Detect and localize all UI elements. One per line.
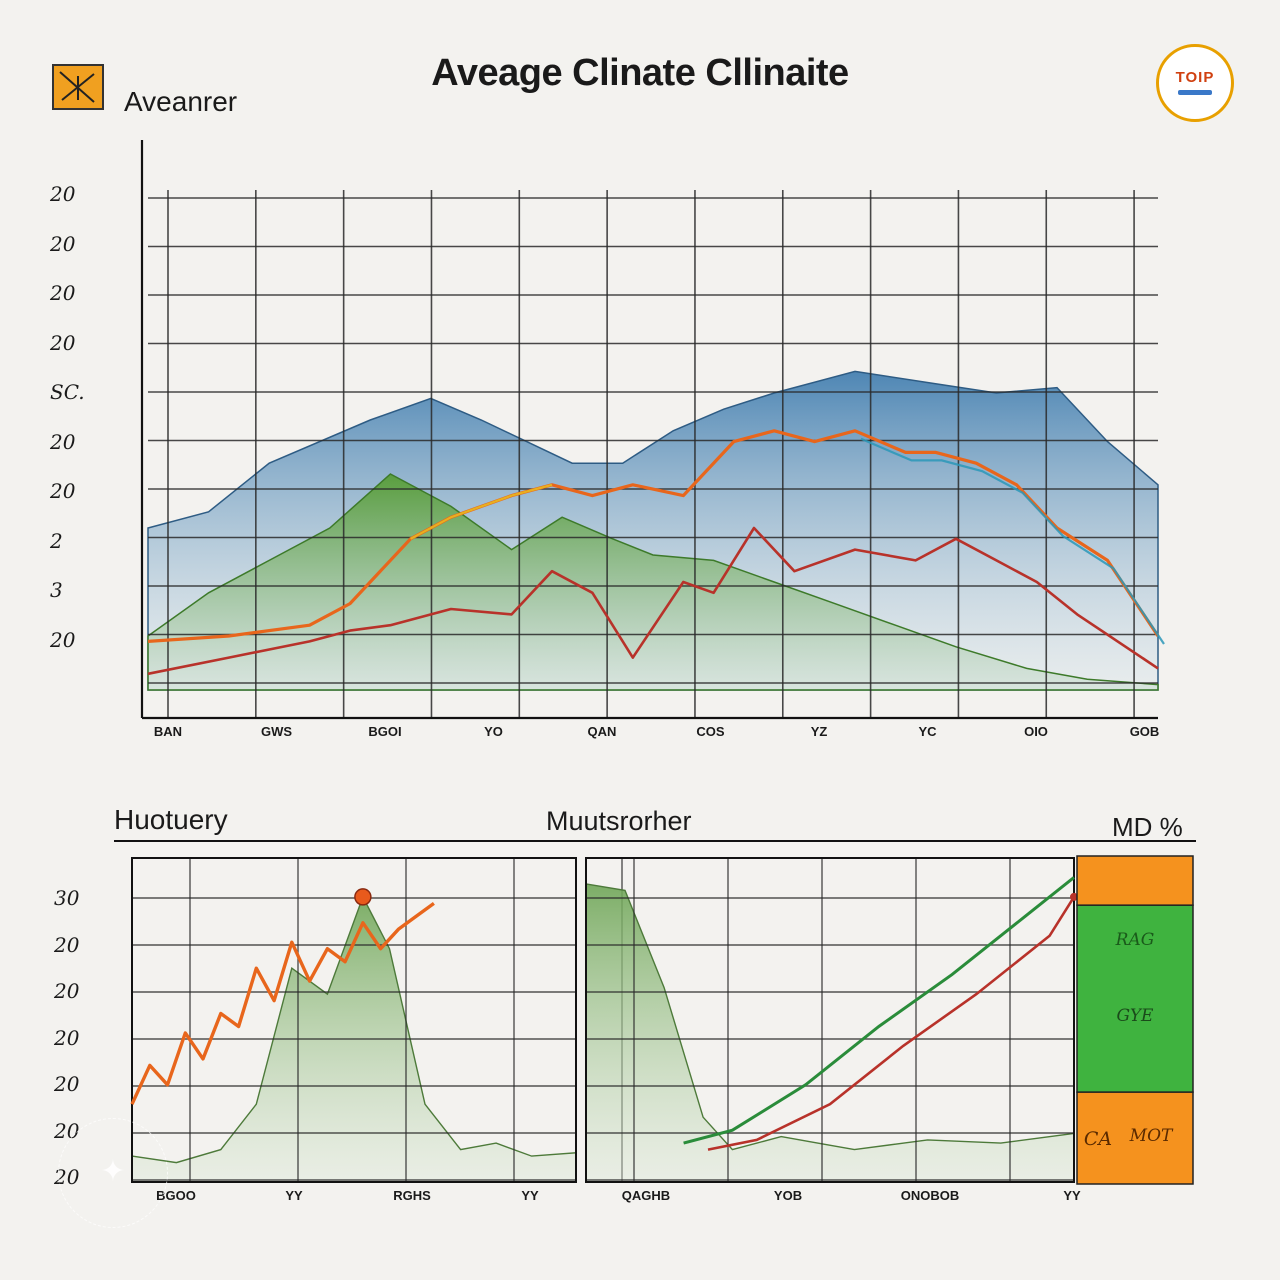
legend-bar-1 <box>1076 855 1194 906</box>
x-tick-label: YOB <box>773 1188 803 1203</box>
legend-panel: RAG GYE MOT CA <box>1077 856 1193 1184</box>
x-tick-label: BGOI <box>368 724 402 739</box>
section-title-middle: Muutsrorher <box>546 806 692 836</box>
x-tick-label: YZ <box>810 724 828 739</box>
y-tick-label: 20 <box>54 932 80 957</box>
x-tick-label: BAN <box>153 724 183 739</box>
y-tick-label: 2 <box>50 528 63 553</box>
y-tick-label: 20 <box>50 330 76 355</box>
y-tick-label: 30 <box>54 886 80 910</box>
badge-icon: TOIP <box>1156 44 1234 122</box>
x-tick-label: YY <box>285 1188 303 1203</box>
y-tick-label: 3 <box>50 578 63 602</box>
y-tick-label: 20 <box>50 182 76 206</box>
watermark-icon: ✦ <box>58 1118 168 1228</box>
x-tick-label: BGOO <box>156 1188 196 1203</box>
sparkle-icon: ✦ <box>100 1155 126 1188</box>
y-tick-label: 20 <box>50 429 76 454</box>
panel-frame-left <box>131 857 577 1183</box>
x-tick-label: GWS <box>260 724 293 739</box>
end-marker <box>1070 892 1078 901</box>
legend-item-mot: MOT <box>1129 1126 1173 1146</box>
y-tick-label: SC. <box>50 380 85 404</box>
y-tick-label: 20 <box>54 1072 80 1096</box>
legend-bar-3 <box>1076 1091 1194 1185</box>
y-tick-label: 20 <box>50 231 76 256</box>
x-tick-label: OIO <box>1024 724 1048 739</box>
legend-item-ca: CA <box>1083 1128 1113 1150</box>
legend-bar-2 <box>1076 904 1194 1093</box>
x-tick-label: YC <box>918 724 937 739</box>
x-tick-label: QAN <box>587 724 617 739</box>
series-line-yellow-accent <box>410 483 553 540</box>
legend-item-gye: GYE <box>1116 1006 1154 1026</box>
chart-title: Aveage Clinate Cllinaite <box>431 52 849 94</box>
y-tick-label: 20 <box>50 479 76 503</box>
series-line-red-middle <box>707 896 1076 1151</box>
x-tick-label: QAGHB <box>621 1188 671 1203</box>
x-tick-label: RGHS <box>393 1188 431 1203</box>
legend-item-rag: RAG <box>1115 930 1155 950</box>
y-tick-label: 20 <box>54 1025 80 1050</box>
series-line-teal-accent <box>860 437 1165 645</box>
series-line-red <box>147 526 1159 676</box>
x-tick-label: COS <box>696 724 725 739</box>
badge-bar <box>1178 90 1212 95</box>
x-tick-label: YY <box>1063 1188 1081 1203</box>
badge-text: TOIP <box>1175 69 1215 86</box>
chart-icon-glyph <box>59 71 95 103</box>
peak-marker <box>354 888 372 906</box>
panel-frame-middle <box>585 857 1075 1183</box>
section-title-left: Huotuery <box>114 804 228 835</box>
chart-icon <box>52 64 104 110</box>
x-tick-label: ONOBOB <box>900 1188 960 1203</box>
series-line-green <box>683 876 1075 1145</box>
x-tick-label: YO <box>484 724 503 739</box>
middle-area-series <box>585 883 1075 1183</box>
y-tick-label: 20 <box>50 281 76 305</box>
x-tick-label: GOB <box>1129 724 1160 739</box>
x-tick-label: YY <box>521 1188 539 1203</box>
logo-label: Aveanrer <box>124 86 238 117</box>
y-tick-label: 20 <box>50 627 76 652</box>
y-tick-label: 20 <box>54 979 80 1003</box>
series-line-orange <box>147 429 1160 643</box>
section-title-right: MD % <box>1112 812 1183 842</box>
series-line-orange-left <box>130 902 435 1105</box>
